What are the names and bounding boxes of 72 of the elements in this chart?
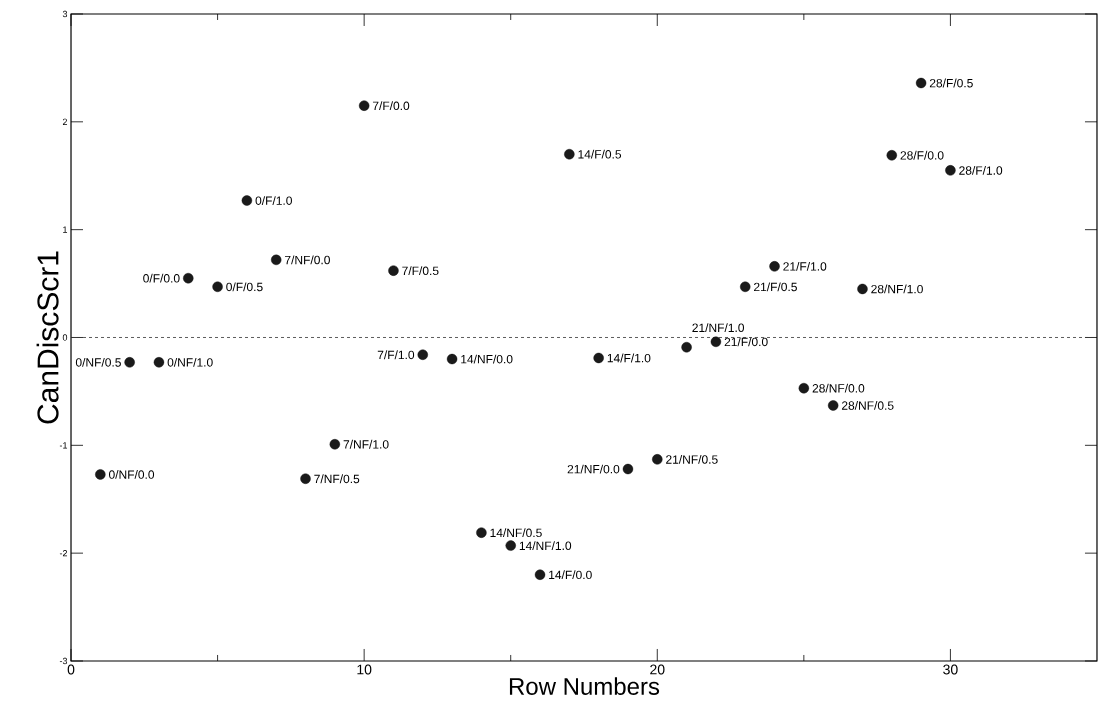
- point: [417, 349, 428, 360]
- point: [505, 540, 516, 551]
- annotation: 28/NF/0.5: [841, 401, 894, 410]
- point: [740, 281, 751, 293]
- point: [827, 400, 839, 411]
- point: [622, 463, 634, 475]
- point: [183, 272, 194, 284]
- point: [446, 353, 458, 365]
- y-tick-label: 0: [62, 334, 68, 341]
- annotation: 7/NF/0.0: [285, 255, 330, 265]
- point: [857, 283, 868, 295]
- point: [124, 357, 135, 368]
- annotation: 28/F/0.5: [929, 78, 973, 88]
- y-tick-label: -3: [59, 657, 68, 665]
- point: [564, 148, 575, 160]
- point: [593, 352, 604, 364]
- y-axis-title: CanDiscScr1: [36, 251, 59, 424]
- point: [95, 469, 106, 480]
- y-tick-label: 1: [63, 226, 68, 233]
- point: [271, 254, 282, 266]
- point: [681, 341, 692, 353]
- point: [798, 382, 810, 394]
- y-tick-label: -2: [59, 550, 68, 557]
- point: [534, 569, 546, 580]
- point: [329, 439, 341, 450]
- point: [300, 473, 311, 484]
- annotation: 7/F/0.5: [402, 266, 439, 276]
- annotation: 14/NF/0.5: [490, 528, 542, 538]
- annotation: 21/NF/1.0: [692, 323, 745, 332]
- point: [358, 100, 370, 111]
- point: [886, 150, 897, 161]
- annotation: 28/NF/1.0: [871, 284, 923, 294]
- annotation: 0/NF/1.0: [167, 357, 213, 367]
- annotation: 7/NF/0.5: [314, 474, 360, 484]
- point: [241, 195, 253, 206]
- annotation: 21/F/1.0: [783, 261, 827, 271]
- annotation: 21/F/0.0: [724, 337, 768, 347]
- x-axis-title: Row Numbers: [509, 677, 660, 695]
- x-tick-label: 30: [943, 664, 958, 675]
- annotation: 14/NF/0.0: [461, 354, 513, 364]
- annotation: 14/F/0.0: [549, 570, 592, 580]
- annotation: 7/F/0.0: [372, 101, 410, 111]
- y-tick-label: 2: [62, 118, 68, 125]
- point: [153, 357, 165, 368]
- point: [769, 261, 780, 272]
- point: [388, 265, 399, 276]
- annotation: 0/NF/0.5: [75, 357, 121, 367]
- annotation: 0/F/0.5: [226, 282, 263, 292]
- annotation: 21/NF/0.5: [666, 454, 718, 464]
- annotation: 21/NF/0.0: [567, 464, 620, 474]
- x-tick-label: 20: [650, 664, 665, 675]
- annotation: 0/NF/0.0: [108, 470, 155, 479]
- annotation: 7/NF/1.0: [343, 439, 389, 449]
- annotation: 14/F/0.5: [578, 149, 622, 159]
- annotation: 28/F/0.0: [900, 150, 944, 160]
- point: [710, 336, 722, 347]
- x-tick-label: 10: [357, 664, 372, 675]
- y-tick-label: -1: [59, 442, 68, 449]
- annotation: 28/NF/0.0: [812, 383, 865, 393]
- annotation: 28/F/1.0: [959, 165, 1003, 175]
- annotation: 14/F/1.0: [607, 353, 651, 363]
- annotation: 0/F/1.0: [255, 196, 292, 205]
- annotation: 14/NF/1.0: [519, 541, 572, 550]
- point: [915, 77, 927, 89]
- y-tick-label: 3: [62, 10, 68, 18]
- annotation: 21/F/0.5: [754, 282, 797, 292]
- point: [476, 527, 487, 538]
- annotation: 0/F/0.0: [143, 273, 180, 283]
- point: [652, 454, 663, 465]
- point: [212, 281, 223, 293]
- annotation: 7/F/1.0: [377, 350, 415, 360]
- point: [945, 165, 956, 176]
